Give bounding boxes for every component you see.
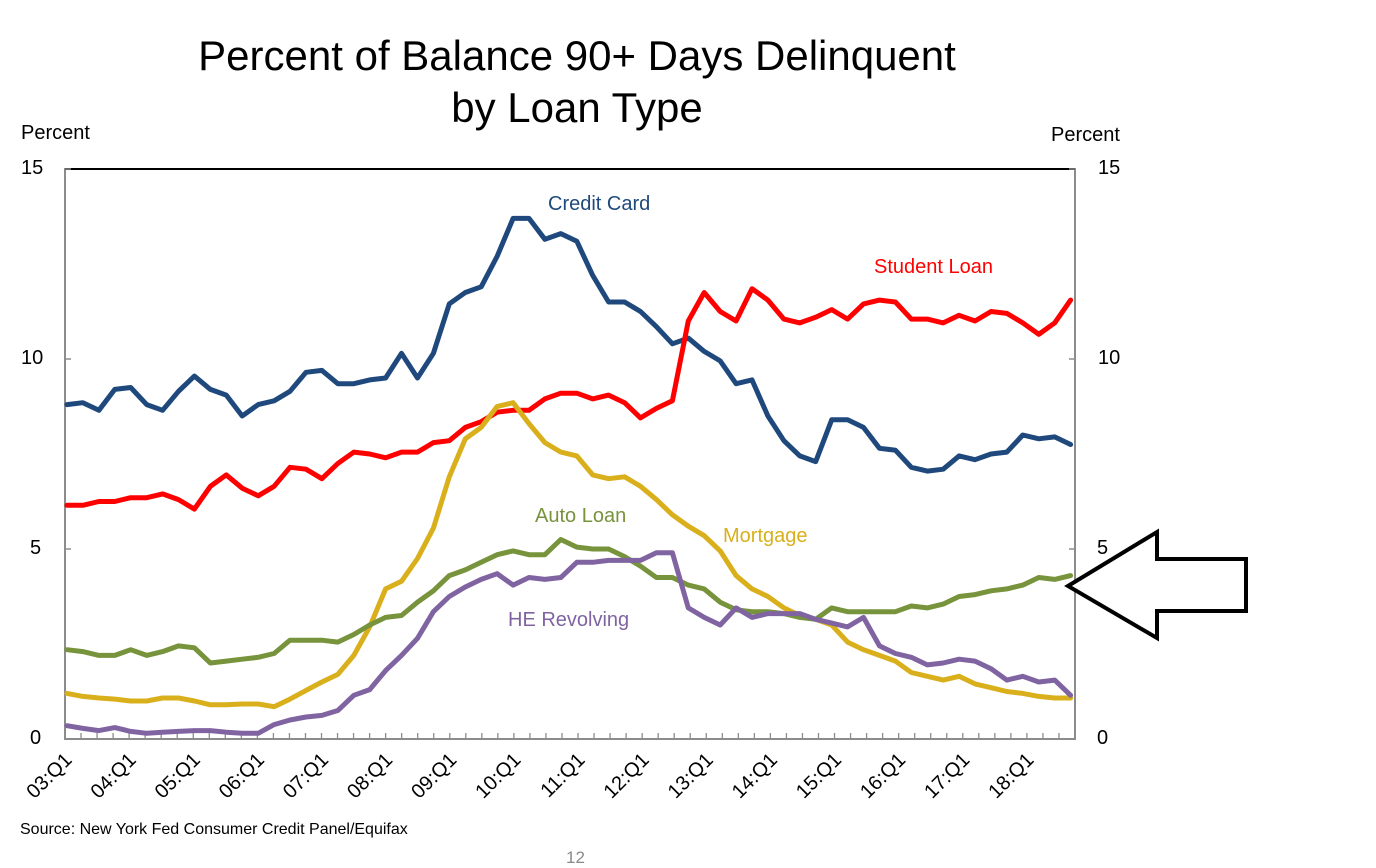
y-tick-left-15: 15 bbox=[21, 157, 44, 179]
y-axis-left-label: Percent bbox=[21, 122, 90, 144]
x-tick-label: 13:Q1 bbox=[664, 749, 718, 803]
x-tick-label: 16:Q1 bbox=[856, 749, 910, 803]
y-tick-left-5: 5 bbox=[30, 537, 42, 559]
series-line-auto-loan bbox=[64, 537, 1074, 666]
series-line-student-loan bbox=[64, 286, 1074, 512]
axes bbox=[64, 168, 1076, 740]
y-tick-right-15: 15 bbox=[1098, 157, 1121, 179]
y-tick-left-0: 0 bbox=[30, 727, 42, 749]
x-tick-label: 12:Q1 bbox=[600, 749, 654, 803]
label-auto-loan: Auto Loan bbox=[535, 505, 626, 527]
y-tick-right-10: 10 bbox=[1098, 347, 1121, 369]
x-tick-label: 10:Q1 bbox=[471, 749, 525, 803]
x-tick-label: 15:Q1 bbox=[792, 749, 846, 803]
chart-title-line2: by Loan Type bbox=[451, 84, 703, 131]
x-tick-label: 07:Q1 bbox=[279, 749, 333, 803]
x-tick-label: 04:Q1 bbox=[87, 749, 141, 803]
x-tick-label: 03:Q1 bbox=[22, 749, 76, 803]
x-tick-label: 11:Q1 bbox=[537, 749, 590, 802]
y-tick-right-5: 5 bbox=[1097, 537, 1109, 559]
y-axis-right-label: Percent bbox=[1051, 124, 1120, 146]
x-tick-label: 09:Q1 bbox=[407, 749, 461, 803]
series-line-he-revolving bbox=[64, 550, 1074, 736]
page-number: 12 bbox=[566, 848, 585, 867]
y-tick-right-0: 0 bbox=[1097, 727, 1109, 749]
series-line-credit-card bbox=[64, 215, 1074, 474]
y-tick-left-10: 10 bbox=[21, 347, 44, 369]
label-mortgage: Mortgage bbox=[723, 525, 808, 547]
x-tick-label: 06:Q1 bbox=[215, 749, 269, 803]
x-tick-labels: 03:Q1 04:Q1 05:Q1 06:Q1 07:Q1 08:Q1 09:Q1 10:Q1… bbox=[22, 749, 1038, 803]
label-student-loan: Student Loan bbox=[874, 256, 993, 278]
source-note: Source: New York Fed Consumer Credit Pan… bbox=[20, 821, 408, 838]
series-line-mortgage bbox=[64, 400, 1074, 710]
x-tick-label: 18:Q1 bbox=[984, 749, 1038, 803]
label-he-revolving: HE Revolving bbox=[508, 609, 629, 631]
x-tick-label: 14:Q1 bbox=[728, 749, 782, 803]
x-tick-label: 17:Q1 bbox=[920, 749, 974, 803]
x-tick-label: 05:Q1 bbox=[151, 749, 205, 803]
series-layer bbox=[64, 215, 1074, 736]
left-arrow-icon bbox=[1064, 528, 1248, 642]
label-credit-card: Credit Card bbox=[548, 193, 650, 215]
chart-title-line1: Percent of Balance 90+ Days Delinquent bbox=[198, 32, 956, 79]
x-tick-label: 08:Q1 bbox=[343, 749, 397, 803]
